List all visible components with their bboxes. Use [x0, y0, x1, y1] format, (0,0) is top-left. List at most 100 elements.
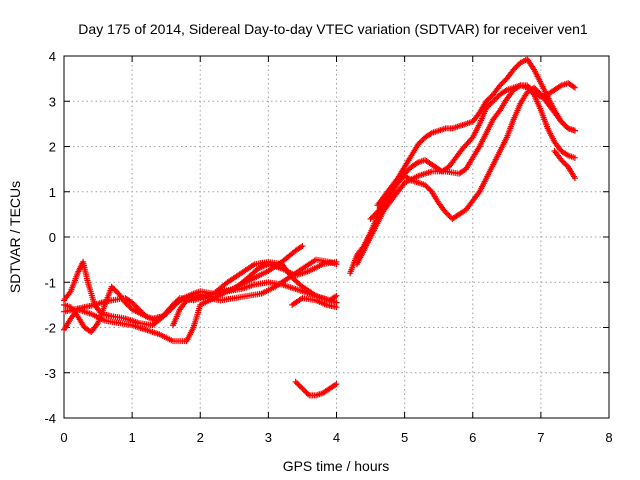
- data-point: [140, 310, 147, 317]
- data-point: [415, 141, 422, 148]
- data-point: [562, 161, 569, 168]
- data-point: [556, 83, 563, 90]
- chart-title: Day 175 of 2014, Sidereal Day-to-day VTE…: [78, 21, 588, 37]
- data-point: [427, 130, 434, 137]
- data-point: [526, 85, 533, 92]
- x-axis-ticks: 0 1 2 3 4 5 6 7 8: [60, 56, 613, 445]
- data-point: [296, 382, 303, 389]
- x-tick-label: 3: [265, 430, 272, 445]
- data-point: [135, 306, 142, 313]
- data-point: [370, 213, 377, 220]
- data-point: [125, 302, 132, 309]
- x-tick-label: 7: [537, 430, 544, 445]
- data-point: [490, 98, 497, 105]
- data-point: [511, 65, 518, 72]
- data-point: [513, 63, 520, 70]
- data-point: [491, 96, 498, 103]
- data-point: [413, 160, 420, 167]
- data-point: [298, 384, 305, 391]
- data-point: [126, 303, 133, 310]
- data-point: [524, 82, 531, 89]
- data-point: [424, 184, 431, 191]
- data-point: [371, 211, 378, 218]
- data-point: [563, 124, 570, 131]
- data-point: [127, 305, 134, 312]
- data-point: [131, 302, 138, 309]
- data-point: [419, 137, 426, 144]
- data-point: [443, 210, 450, 217]
- y-tick-label: -2: [44, 321, 56, 336]
- data-point: [141, 311, 148, 318]
- data-point: [134, 305, 141, 312]
- data-point: [405, 166, 412, 173]
- data-point: [558, 118, 565, 125]
- y-tick-label: 0: [49, 230, 56, 245]
- data-point: [561, 159, 568, 166]
- data-point: [302, 388, 309, 395]
- y-tick-label: 1: [49, 185, 56, 200]
- data-point: [528, 86, 535, 93]
- data-point: [442, 209, 449, 216]
- data-point: [417, 138, 424, 145]
- data-point: [516, 61, 523, 68]
- y-tick-label: -1: [44, 275, 56, 290]
- data-point: [333, 381, 340, 388]
- y-axis-ticks: -4 -3 -2 -1 0 1 2 3 4: [44, 49, 609, 426]
- data-point: [292, 378, 299, 385]
- data-point: [332, 293, 339, 300]
- data-point: [367, 215, 374, 222]
- data-point: [129, 299, 136, 306]
- data-point: [484, 96, 491, 103]
- data-point: [571, 154, 578, 161]
- y-tick-label: -4: [44, 411, 56, 426]
- series-1: [61, 243, 306, 345]
- x-tick-label: 6: [469, 430, 476, 445]
- data-point: [304, 391, 311, 398]
- series-5: [170, 279, 340, 329]
- x-tick-label: 1: [129, 430, 136, 445]
- data-point: [333, 292, 340, 299]
- data-point: [422, 181, 429, 188]
- data-point: [570, 83, 577, 90]
- x-axis-label: GPS time / hours: [283, 458, 390, 474]
- data-point: [499, 79, 506, 86]
- x-tick-label: 8: [605, 430, 612, 445]
- data-point: [487, 94, 494, 101]
- x-tick-label: 4: [333, 430, 340, 445]
- data-point: [563, 151, 570, 158]
- data-point: [486, 95, 493, 102]
- series-12: [551, 148, 578, 182]
- data-point: [333, 304, 340, 311]
- x-tick-label: 0: [60, 430, 67, 445]
- y-axis-label: SDTVAR / TECUs: [7, 181, 23, 293]
- data-point: [295, 381, 302, 388]
- data-point: [423, 183, 430, 190]
- data-point: [298, 243, 305, 250]
- data-point: [559, 158, 566, 165]
- data-point: [510, 66, 517, 73]
- data-point: [416, 139, 423, 146]
- data-points: [61, 56, 578, 399]
- data-point: [492, 95, 499, 102]
- data-point: [561, 121, 568, 128]
- data-point: [571, 175, 578, 182]
- series-9: [353, 82, 578, 268]
- data-point: [483, 98, 490, 105]
- data-point: [514, 62, 521, 69]
- x-tick-label: 2: [197, 430, 204, 445]
- y-tick-label: 3: [49, 94, 56, 109]
- data-point: [130, 300, 137, 307]
- data-point: [133, 303, 140, 310]
- data-point: [501, 78, 508, 85]
- data-point: [137, 307, 144, 314]
- data-point: [404, 167, 411, 174]
- series-11: [374, 56, 578, 209]
- data-point: [368, 214, 375, 221]
- y-tick-label: 4: [49, 49, 56, 64]
- data-point: [138, 309, 145, 316]
- data-point: [293, 380, 300, 387]
- data-point: [487, 100, 494, 107]
- data-point: [525, 83, 532, 90]
- data-point: [111, 286, 118, 293]
- data-point: [445, 211, 452, 218]
